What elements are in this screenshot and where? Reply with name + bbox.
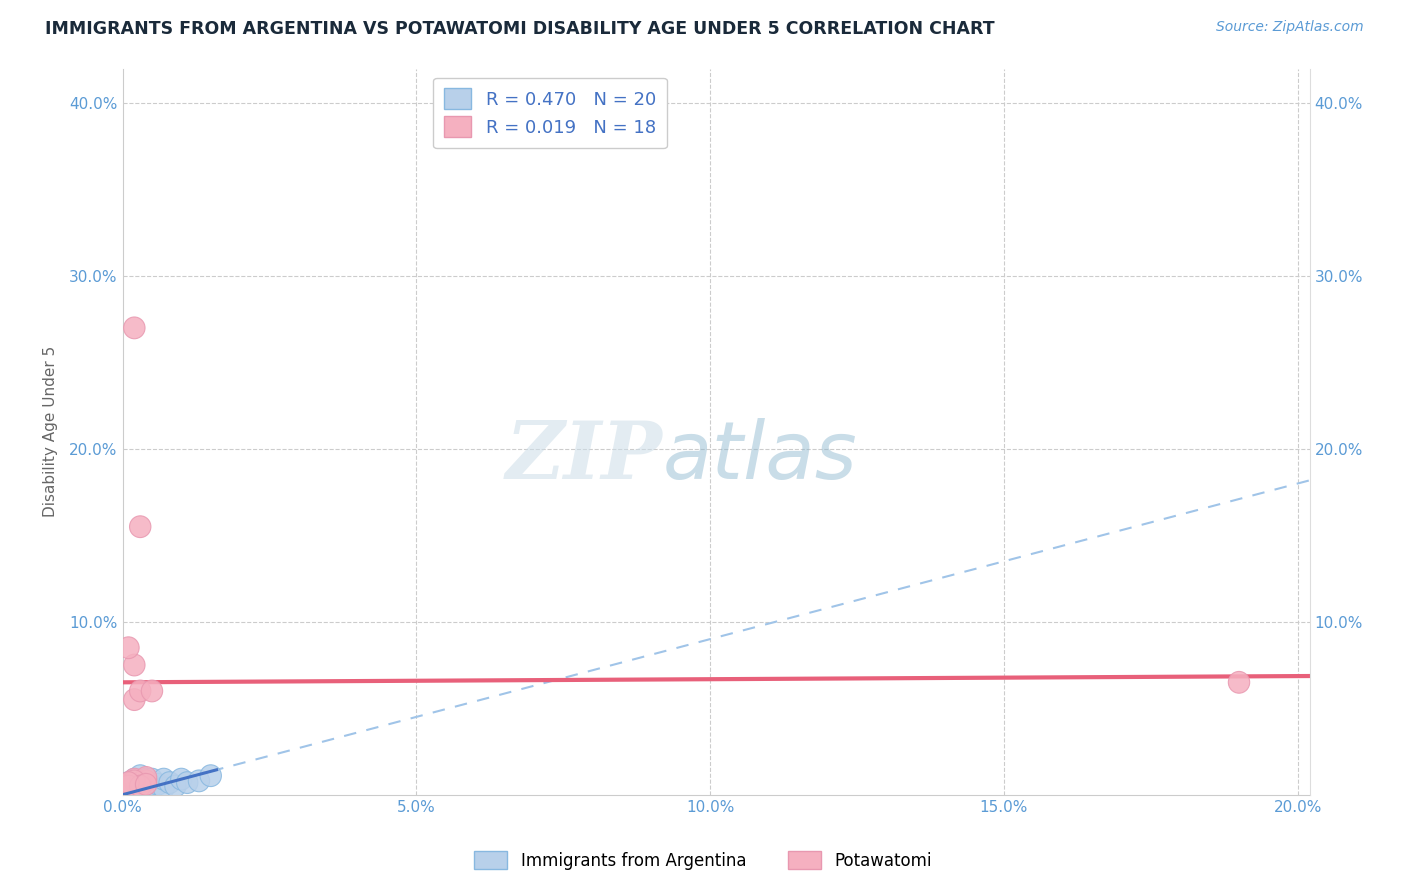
Ellipse shape: [200, 764, 221, 787]
Ellipse shape: [124, 768, 145, 790]
Ellipse shape: [124, 654, 145, 676]
Ellipse shape: [188, 770, 209, 792]
Ellipse shape: [118, 775, 139, 797]
Ellipse shape: [153, 777, 174, 798]
Text: atlas: atlas: [662, 418, 858, 496]
Ellipse shape: [170, 768, 193, 790]
Ellipse shape: [1229, 672, 1250, 693]
Ellipse shape: [129, 516, 150, 538]
Ellipse shape: [124, 317, 145, 339]
Ellipse shape: [129, 680, 150, 702]
Ellipse shape: [159, 772, 180, 794]
Ellipse shape: [118, 777, 139, 798]
Ellipse shape: [129, 764, 150, 787]
Text: IMMIGRANTS FROM ARGENTINA VS POTAWATOMI DISABILITY AGE UNDER 5 CORRELATION CHART: IMMIGRANTS FROM ARGENTINA VS POTAWATOMI …: [45, 20, 994, 37]
Ellipse shape: [177, 772, 198, 794]
Ellipse shape: [118, 637, 139, 658]
Ellipse shape: [165, 775, 186, 797]
Ellipse shape: [124, 770, 145, 792]
Y-axis label: Disability Age Under 5: Disability Age Under 5: [44, 346, 58, 517]
Text: Source: ZipAtlas.com: Source: ZipAtlas.com: [1216, 20, 1364, 34]
Ellipse shape: [135, 773, 157, 795]
Ellipse shape: [124, 775, 145, 797]
Ellipse shape: [148, 773, 169, 795]
Ellipse shape: [129, 772, 150, 794]
Ellipse shape: [135, 768, 157, 790]
Ellipse shape: [118, 772, 139, 794]
Ellipse shape: [135, 775, 157, 797]
Text: ZIP: ZIP: [506, 418, 662, 496]
Ellipse shape: [129, 775, 150, 797]
Ellipse shape: [141, 768, 163, 790]
Ellipse shape: [124, 689, 145, 711]
Ellipse shape: [129, 772, 150, 794]
Ellipse shape: [124, 768, 145, 790]
Ellipse shape: [153, 768, 174, 790]
Ellipse shape: [141, 680, 163, 702]
Legend: R = 0.470   N = 20, R = 0.019   N = 18: R = 0.470 N = 20, R = 0.019 N = 18: [433, 78, 666, 148]
Legend: Immigrants from Argentina, Potawatomi: Immigrants from Argentina, Potawatomi: [467, 845, 939, 877]
Ellipse shape: [118, 773, 139, 795]
Ellipse shape: [129, 777, 150, 798]
Ellipse shape: [141, 775, 163, 797]
Ellipse shape: [118, 772, 139, 794]
Ellipse shape: [135, 766, 157, 789]
Ellipse shape: [135, 770, 157, 792]
